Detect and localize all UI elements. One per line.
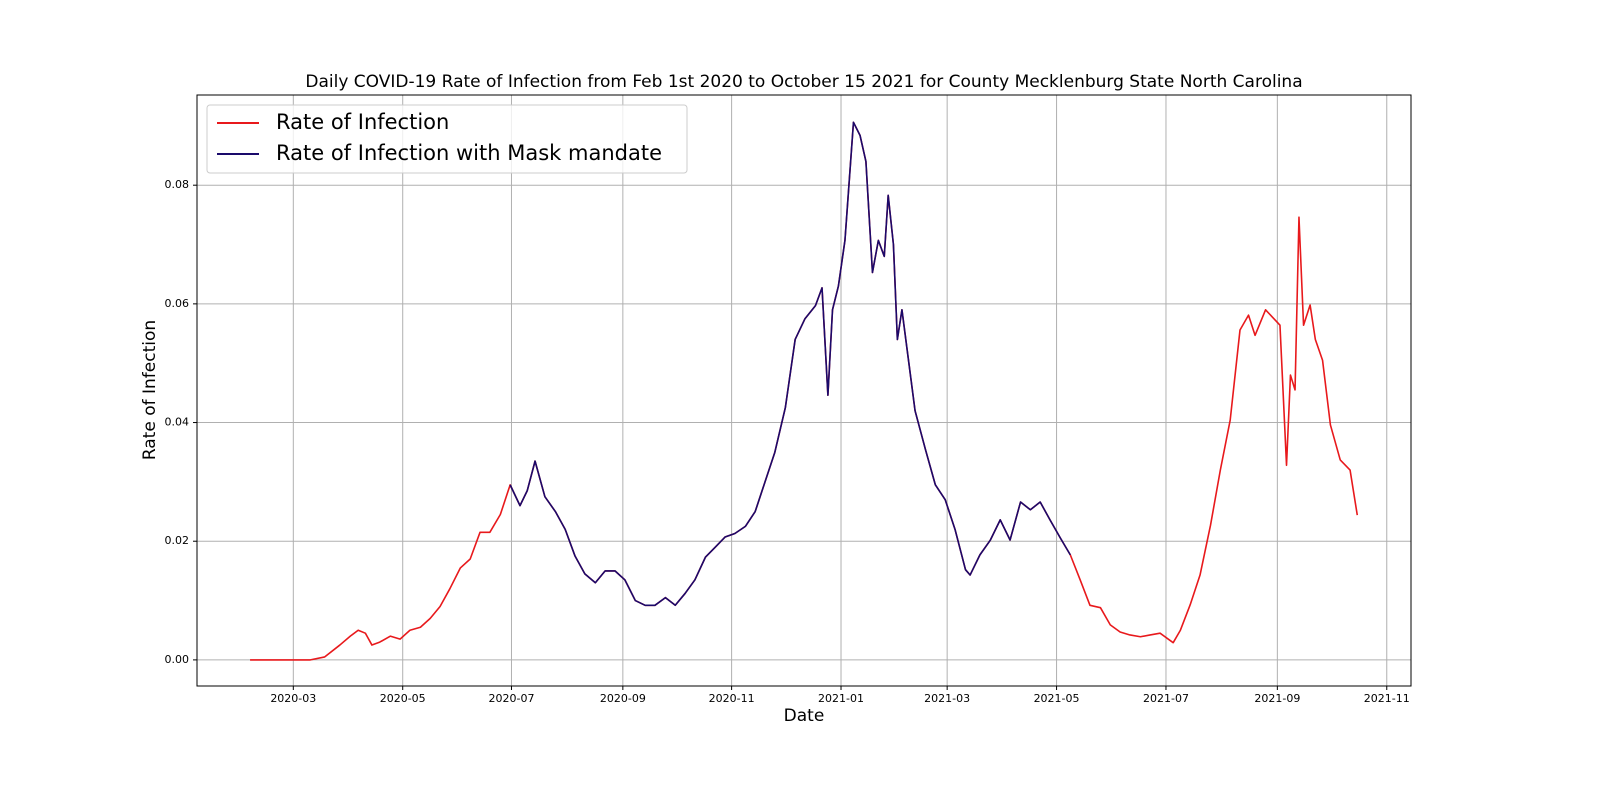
y-tick-label: 0.04 xyxy=(165,416,190,429)
y-tick-label: 0.08 xyxy=(165,178,190,191)
x-tick-label: 2021-05 xyxy=(1034,692,1080,705)
x-tick-label: 2020-09 xyxy=(600,692,646,705)
x-tick-label: 2021-11 xyxy=(1364,692,1410,705)
x-tick-label: 2021-09 xyxy=(1254,692,1300,705)
plot-frame xyxy=(196,94,1412,687)
legend-box xyxy=(206,104,688,174)
x-axis-label: Date xyxy=(784,706,825,726)
y-axis-label: Rate of Infection xyxy=(140,320,160,460)
x-tick-label: 2020-05 xyxy=(380,692,426,705)
x-tick-label: 2021-01 xyxy=(818,692,864,705)
x-tick-label: 2020-07 xyxy=(488,692,534,705)
y-tick-label: 0.06 xyxy=(165,297,190,310)
x-tick-label: 2021-03 xyxy=(924,692,970,705)
chart-title: Daily COVID-19 Rate of Infection from Fe… xyxy=(305,72,1302,92)
x-tick-label: 2020-11 xyxy=(709,692,755,705)
x-tick-label: 2020-03 xyxy=(270,692,316,705)
x-tick-label: 2021-07 xyxy=(1143,692,1189,705)
legend: Rate of Infection Rate of Infection with … xyxy=(206,104,688,174)
data-line xyxy=(509,121,1072,607)
y-tick-label: 0.02 xyxy=(165,534,190,547)
legend-label: Rate of Infection with Mask mandate xyxy=(276,141,662,165)
legend-label: Rate of Infection xyxy=(276,110,449,134)
y-tick-label: 0.00 xyxy=(165,653,190,666)
data-line xyxy=(250,121,1359,661)
